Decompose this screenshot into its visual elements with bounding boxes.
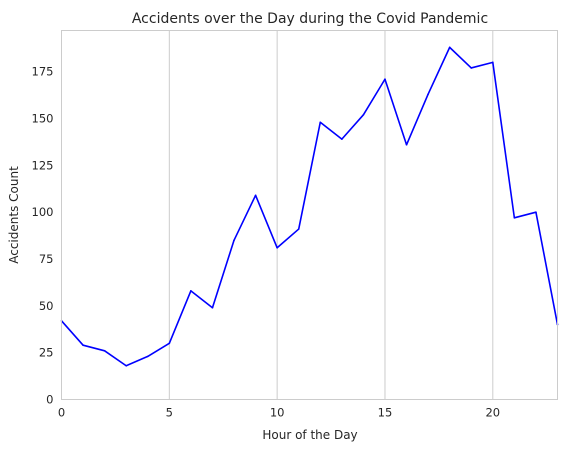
data-point: [405, 143, 408, 146]
data-point: [492, 61, 494, 64]
data-point: [146, 355, 149, 358]
data-point: [233, 239, 235, 242]
data-point: [319, 121, 322, 124]
data-point: [448, 46, 451, 49]
x-axis-label: Hour of the Day: [262, 428, 357, 442]
y-tick-label: 25: [39, 346, 54, 360]
data-point: [125, 364, 127, 367]
data-point: [513, 217, 516, 219]
y-tick-label: 150: [32, 112, 54, 126]
data-point: [103, 349, 106, 352]
x-tick-label: 10: [270, 406, 285, 420]
data-point: [362, 113, 365, 116]
y-tick-label: 50: [39, 299, 54, 313]
y-tick-label: 100: [32, 205, 54, 219]
x-tick-label: 5: [166, 406, 173, 420]
data-point: [297, 228, 300, 230]
data-point: [276, 246, 278, 249]
grid: [168, 30, 494, 400]
data-point: [384, 78, 386, 81]
y-tick-label: 75: [39, 252, 54, 266]
data-point: [470, 67, 473, 69]
y-tick-label: 175: [32, 65, 54, 79]
data-point: [211, 306, 214, 309]
data-point: [535, 211, 537, 213]
x-tick-label: 0: [58, 406, 65, 420]
plot-frame: [61, 30, 558, 400]
data-point: [427, 93, 429, 95]
y-axis-label: Accidents Count: [7, 166, 21, 264]
data-point: [254, 194, 257, 197]
y-tick-label: 0: [46, 393, 53, 407]
data-point: [190, 290, 192, 292]
series-group: [60, 46, 559, 367]
x-tick-label: 15: [378, 406, 393, 420]
chart-title: Accidents over the Day during the Covid …: [132, 11, 488, 27]
data-point: [168, 342, 171, 345]
data-point: [341, 138, 343, 140]
data-point: [82, 344, 84, 346]
x-tick-label: 20: [485, 406, 500, 420]
x-axis: 0 5 10 15 20: [58, 406, 500, 420]
series-line: [60, 46, 559, 367]
y-axis: 0 25 50 75 100 125 150 175: [32, 65, 54, 407]
y-tick-label: 125: [32, 158, 54, 172]
